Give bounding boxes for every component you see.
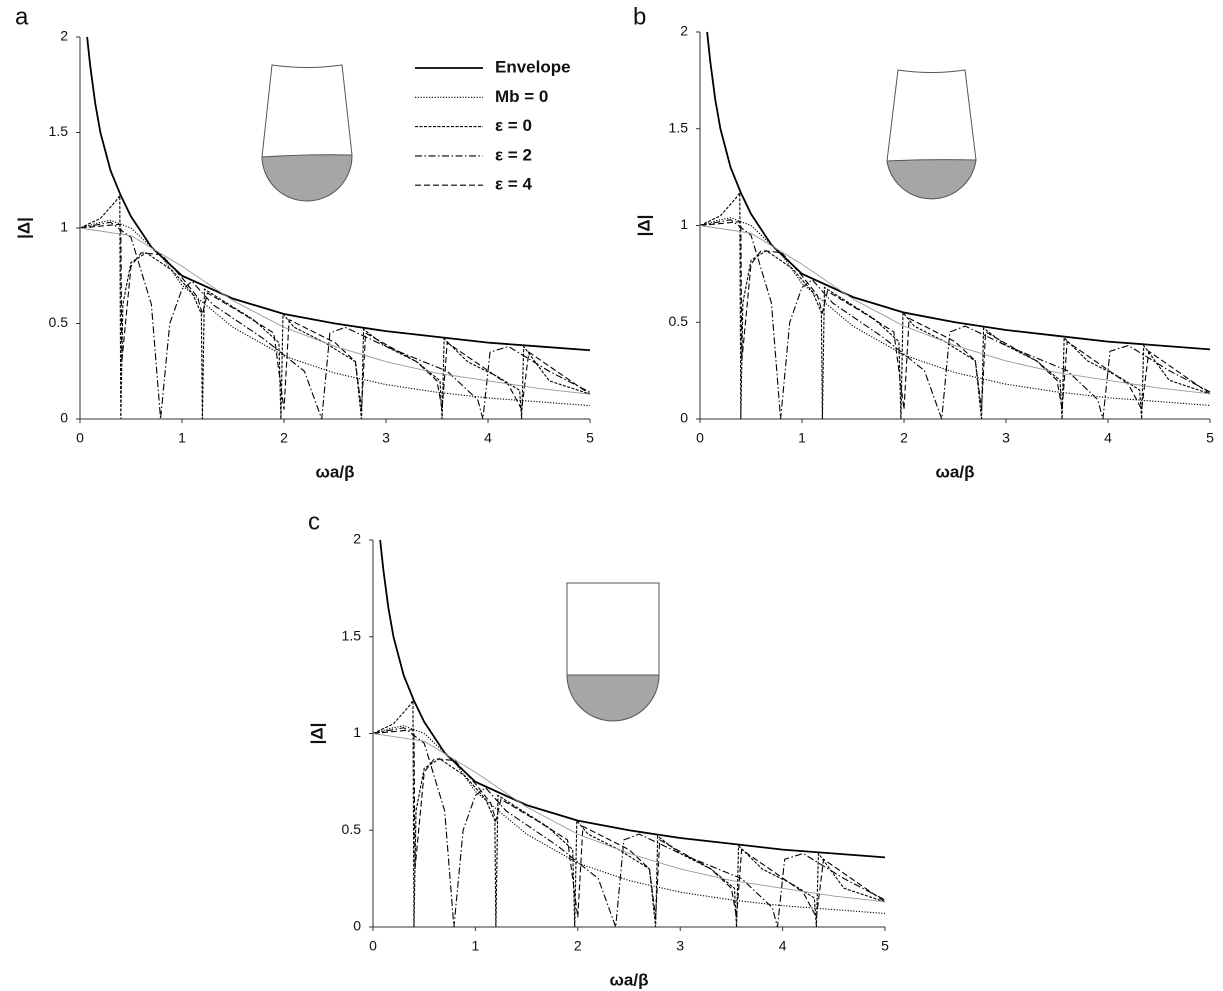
y-tick-label: 1 (353, 724, 361, 740)
y-tick-label: 0.5 (342, 821, 362, 837)
legend-label: Envelope (495, 57, 571, 76)
series-line (79, 223, 591, 412)
inset-a (261, 64, 353, 202)
panel-label: a (15, 3, 29, 30)
series-line (699, 217, 1211, 406)
y-tick-label: 0 (353, 918, 361, 934)
y-tick-label: 1 (680, 216, 688, 232)
x-tick-label: 0 (696, 430, 704, 446)
series-line (372, 725, 886, 915)
series-line (699, 219, 1211, 420)
inset-c (566, 582, 660, 722)
series-line (699, 190, 1211, 420)
legend-label: ε = 4 (495, 175, 532, 194)
inset-b (886, 69, 977, 200)
series-line (372, 729, 886, 920)
y-axis-label: |Δ| (307, 723, 326, 745)
series-line (372, 727, 886, 928)
series-line (79, 221, 591, 420)
x-tick-label: 0 (369, 938, 377, 954)
x-tick-label: 2 (574, 938, 582, 954)
y-axis-label: |Δ| (14, 217, 33, 239)
x-axis-label: ωa/β (610, 970, 649, 989)
x-tick-label: 0 (76, 430, 84, 446)
x-tick-label: 2 (900, 430, 908, 446)
y-axis-label: |Δ| (634, 215, 653, 237)
panel-label: c (308, 508, 320, 535)
x-tick-label: 3 (382, 430, 390, 446)
x-tick-label: 5 (1206, 430, 1214, 446)
x-axis-label: ωa/β (936, 462, 975, 481)
series-line (79, 219, 591, 407)
legend-label: ε = 2 (495, 145, 532, 164)
x-tick-label: 5 (881, 938, 889, 954)
series-line (372, 733, 886, 903)
series-line (699, 221, 1211, 412)
x-axis-label: ωa/β (316, 462, 355, 481)
x-tick-label: 4 (1104, 430, 1112, 446)
y-tick-label: 0.5 (669, 313, 689, 329)
y-tick-label: 2 (60, 28, 68, 44)
legend-label: ε = 0 (495, 116, 532, 135)
series-line (79, 193, 591, 420)
y-tick-label: 2 (680, 23, 688, 39)
series-line (699, 225, 1211, 395)
x-tick-label: 3 (1002, 430, 1010, 446)
y-tick-label: 2 (353, 531, 361, 547)
series-line (372, 698, 886, 928)
series-line (706, 31, 1211, 351)
x-tick-label: 1 (798, 430, 806, 446)
y-tick-label: 0.5 (49, 314, 69, 330)
x-tick-label: 5 (586, 430, 594, 446)
x-tick-label: 4 (779, 938, 787, 954)
series-line (79, 227, 591, 395)
x-tick-label: 4 (484, 430, 492, 446)
x-tick-label: 3 (676, 938, 684, 954)
x-tick-label: 1 (472, 938, 480, 954)
series-line (379, 539, 886, 859)
y-tick-label: 1 (60, 219, 68, 235)
y-tick-label: 0 (680, 410, 688, 426)
panel-label: b (633, 3, 646, 30)
legend-label: Mb = 0 (495, 87, 548, 106)
x-tick-label: 2 (280, 430, 288, 446)
y-tick-label: 1.5 (342, 627, 362, 643)
y-tick-label: 1.5 (49, 123, 69, 139)
series-line (86, 36, 591, 352)
x-tick-label: 1 (178, 430, 186, 446)
y-tick-label: 0 (60, 410, 68, 426)
y-tick-label: 1.5 (669, 119, 689, 135)
